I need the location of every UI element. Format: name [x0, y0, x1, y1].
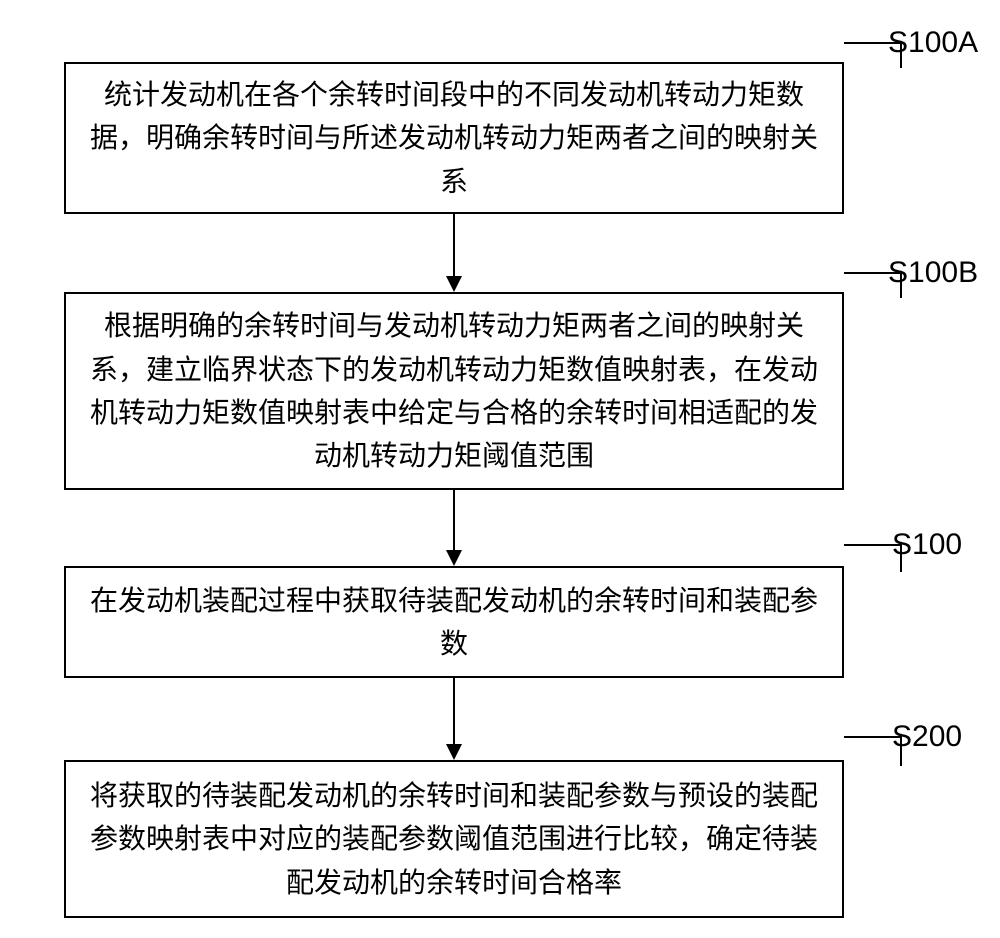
step-label: S200: [892, 720, 962, 754]
flow-arrow: [454, 678, 455, 760]
flow-node-text: 在发动机装配过程中获取待装配发动机的余转时间和装配参数: [90, 579, 818, 666]
flow-node: 在发动机装配过程中获取待装配发动机的余转时间和装配参数: [64, 566, 844, 678]
flow-node: 根据明确的余转时间与发动机转动力矩两者之间的映射关系，建立临界状态下的发动机转动…: [64, 292, 844, 490]
flow-node-text: 将获取的待装配发动机的余转时间和装配参数与预设的装配参数映射表中对应的装配参数阈…: [90, 774, 818, 904]
flow-node: 将获取的待装配发动机的余转时间和装配参数与预设的装配参数映射表中对应的装配参数阈…: [64, 760, 844, 918]
step-label: S100B: [888, 256, 978, 290]
flow-arrow: [454, 490, 455, 566]
flow-node-text: 统计发动机在各个余转时间段中的不同发动机转动力矩数据，明确余转时间与所述发动机转…: [90, 73, 818, 203]
flow-node: 统计发动机在各个余转时间段中的不同发动机转动力矩数据，明确余转时间与所述发动机转…: [64, 62, 844, 214]
step-label: S100: [892, 528, 962, 562]
flow-node-text: 根据明确的余转时间与发动机转动力矩两者之间的映射关系，建立临界状态下的发动机转动…: [90, 304, 818, 478]
flowchart-canvas: 统计发动机在各个余转时间段中的不同发动机转动力矩数据，明确余转时间与所述发动机转…: [0, 0, 1000, 938]
flow-arrow: [454, 214, 455, 292]
step-label: S100A: [888, 26, 978, 60]
